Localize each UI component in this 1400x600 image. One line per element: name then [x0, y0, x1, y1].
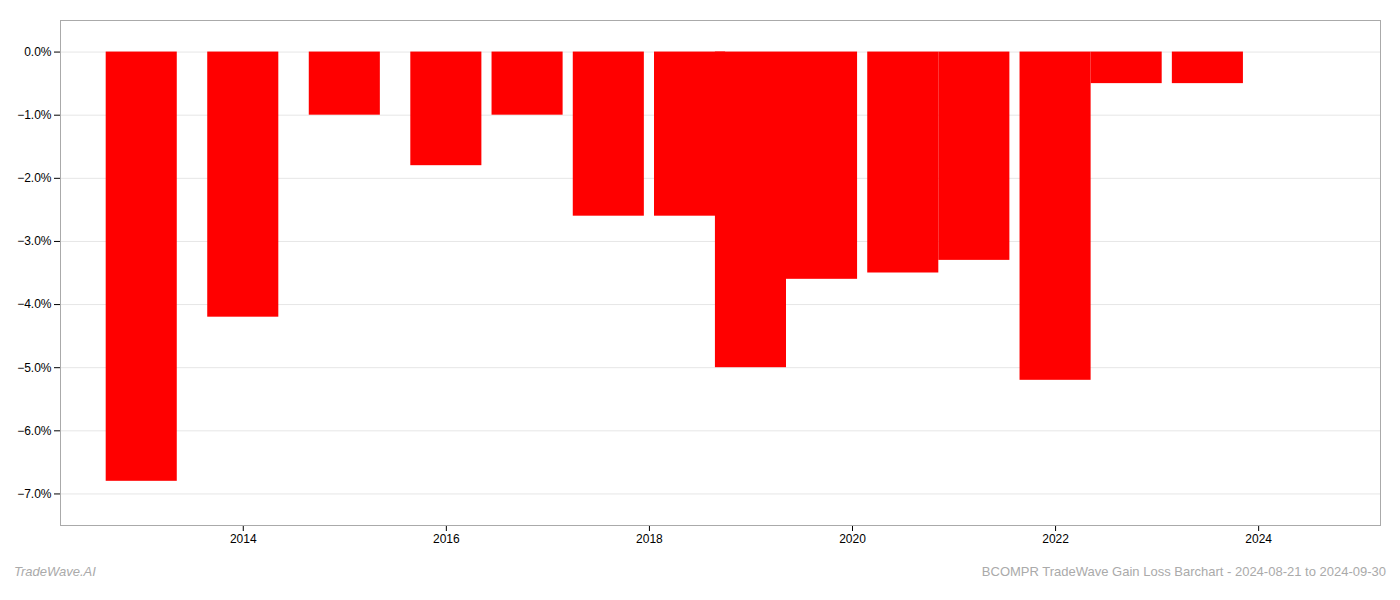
html-text:BCOMPR TradeWave Gain Loss Bar: BCOMPR TradeWave Gain Loss Barchart - 20… — [981, 564, 1386, 579]
svg-text:−4.0%: −4.0% — [17, 297, 52, 311]
svg-text:0.0%: 0.0% — [24, 45, 52, 59]
svg-text:2016: 2016 — [433, 532, 460, 546]
svg-text:−2.0%: −2.0% — [17, 171, 52, 185]
svg-text:−5.0%: −5.0% — [17, 361, 52, 375]
svg-text:−7.0%: −7.0% — [17, 487, 52, 501]
svg-text:2014: 2014 — [230, 532, 257, 546]
svg-text:−3.0%: −3.0% — [17, 234, 52, 248]
svg-text:2018: 2018 — [636, 532, 663, 546]
svg-text:2024: 2024 — [1245, 532, 1272, 546]
svg-text:2022: 2022 — [1042, 532, 1069, 546]
svg-text:−1.0%: −1.0% — [17, 108, 52, 122]
html-text:TradeWave.AI: TradeWave.AI — [14, 564, 96, 579]
svg-text:2020: 2020 — [839, 532, 866, 546]
svg-text:−6.0%: −6.0% — [17, 424, 52, 438]
